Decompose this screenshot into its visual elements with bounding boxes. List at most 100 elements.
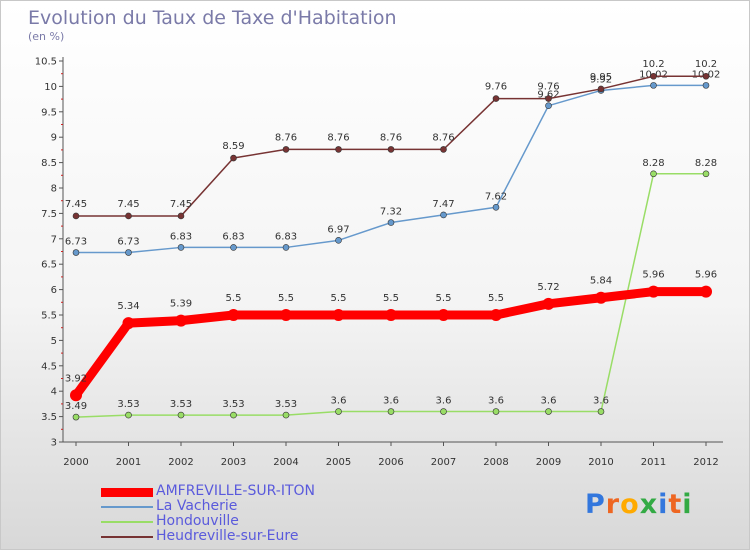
x-tick-label: 2010 [588,457,613,468]
data-label: 6.73 [65,237,87,248]
legend-swatch [101,521,153,523]
data-point [70,389,82,402]
x-tick-label: 2000 [63,457,88,468]
data-point [702,72,710,80]
data-label: 9.92 [590,74,612,85]
logo-letter: r [605,489,621,520]
logo-letter: i [682,489,693,520]
data-label: 10.2 [695,59,717,70]
data-point [230,244,237,251]
data-label: 3.53 [275,399,297,410]
data-point [177,244,185,251]
data-point [545,95,552,102]
data-label: 5.34 [117,301,139,312]
y-tick-label: 5 [51,336,57,347]
data-label: 3.53 [170,399,192,410]
data-label: 3.6 [436,396,452,407]
x-tick-label: 2011 [641,457,666,468]
data-point [597,408,605,415]
data-point [177,212,185,220]
logo-letter: o [620,489,640,520]
y-tick-label: 7 [51,234,57,245]
data-point [650,170,657,178]
logo-letter: t [668,489,683,520]
data-point [177,411,185,419]
data-point [387,146,395,153]
y-tick-label: 9 [51,133,57,144]
data-point [335,237,342,244]
data-point [230,154,237,162]
data-point [282,411,290,419]
data-label: 3.53 [117,399,139,410]
y-tick-label: 7.5 [41,209,57,220]
data-label: 3.53 [222,399,244,410]
data-label: 3.6 [331,396,347,407]
y-tick-label: 3 [51,438,57,449]
data-label: 5.72 [537,282,559,293]
logo-letter: x [639,489,659,520]
data-point [440,211,447,219]
data-point [437,309,450,321]
data-label: 7.45 [170,199,192,210]
data-label: 7.62 [485,191,507,202]
data-point [227,309,240,321]
data-point [650,72,657,80]
data-label: 5.5 [488,293,504,304]
x-tick-label: 2005 [326,457,351,468]
y-tick-label: 6 [51,285,57,296]
y-tick-label: 10.5 [35,57,57,68]
data-label: 3.6 [593,396,609,407]
data-label: 10.2 [642,59,664,70]
data-label: 3.6 [488,396,504,407]
data-point [122,317,135,330]
x-tick-label: 2006 [378,457,403,468]
data-label: 6.73 [117,237,139,248]
data-point [125,212,132,220]
y-tick-label: 8 [51,184,57,195]
x-tick-label: 2009 [536,457,561,468]
data-point [702,82,710,89]
data-point [545,408,552,415]
proxiti-logo: Proxiti [585,489,693,520]
x-tick-label: 2008 [483,457,508,468]
data-point [492,95,500,102]
data-label: 3.92 [65,373,87,384]
data-label: 5.5 [436,293,452,304]
data-point [387,219,395,226]
data-label: 8.76 [275,132,297,143]
data-label: 9.76 [537,82,559,93]
data-label: 8.76 [432,132,454,143]
data-label: 8.59 [222,141,244,152]
data-point [595,291,607,304]
x-tick-label: 2012 [693,457,718,468]
y-tick-label: 8.5 [41,158,57,169]
data-point [230,411,237,419]
logo-letter: P [585,489,606,520]
y-tick-label: 5.5 [41,311,57,322]
x-tick-label: 2001 [116,457,141,468]
legend-swatch [101,506,153,508]
data-point [335,408,342,415]
data-point [387,408,395,415]
data-point [492,204,500,211]
data-point [332,309,345,321]
data-point [545,102,552,110]
legend-swatch [101,487,153,497]
data-point [440,146,447,153]
x-tick-label: 2002 [168,457,193,468]
data-label: 8.28 [642,158,664,169]
data-point [175,314,187,327]
y-tick-label: 4 [51,387,57,398]
data-label: 5.39 [170,299,192,310]
chart-title: Evolution du Taux de Taxe d'Habitation [28,7,397,29]
x-tick-label: 2007 [431,457,456,468]
data-label: 7.45 [117,199,139,210]
data-label: 3.49 [65,401,87,412]
data-point [492,408,500,415]
data-point [385,309,397,321]
data-point [647,285,660,298]
data-point [282,146,290,153]
data-label: 5.96 [695,270,717,281]
x-tick-label: 2003 [221,457,246,468]
data-point [282,244,290,251]
